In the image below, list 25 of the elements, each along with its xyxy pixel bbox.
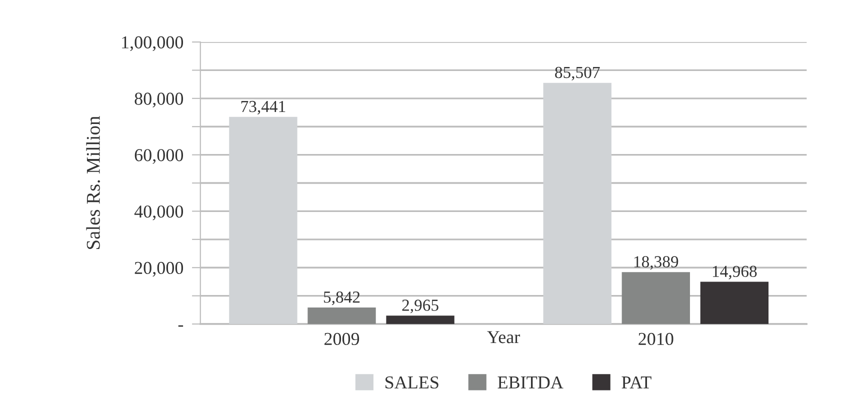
y-tick-label: 40,000 (134, 205, 184, 220)
y-tick-label: 60,000 (134, 149, 184, 164)
y-tick-label: 1,00,000 (122, 36, 184, 52)
bar (229, 116, 298, 324)
y-tick-label: - (178, 325, 184, 327)
legend-label: EBITDA (498, 376, 564, 388)
data-label: 14,968 (712, 266, 757, 280)
y-tick-label: 80,000 (134, 92, 184, 108)
data-label: 73,441 (241, 100, 286, 115)
x-tick-label: 2009 (324, 332, 360, 346)
x-tick-label: 2010 (638, 332, 674, 346)
legend-label: SALES (385, 376, 438, 389)
bar (308, 308, 376, 324)
y-axis-title: Sales Rs. Million (86, 116, 100, 249)
bar (622, 272, 690, 324)
y-tick-label: 20,000 (134, 262, 184, 277)
data-label: 2,965 (402, 300, 438, 314)
x-axis-title: Year (487, 331, 520, 344)
bar (543, 82, 612, 324)
data-label: 18,389 (634, 256, 678, 270)
legend-label: PAT (622, 376, 652, 388)
data-label: 5,842 (324, 292, 360, 306)
data-label: 85,507 (555, 66, 600, 81)
bar (386, 316, 454, 324)
bar (700, 282, 769, 324)
